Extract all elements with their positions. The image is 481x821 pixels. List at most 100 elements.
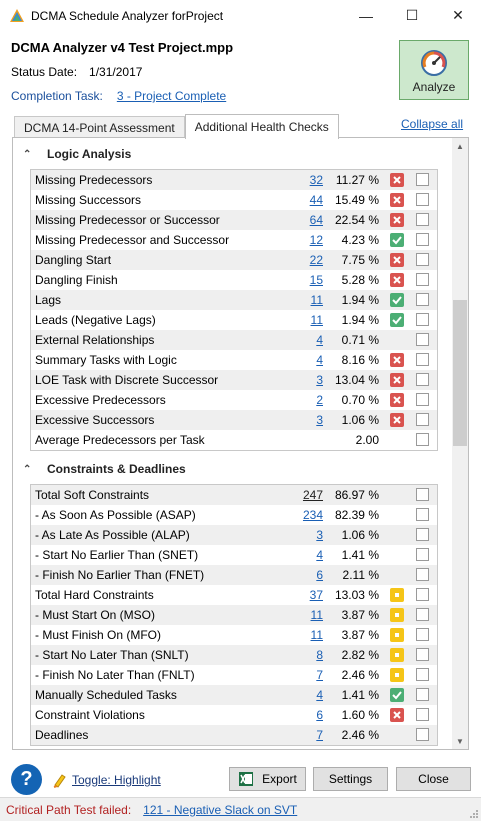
scroll-thumb[interactable] (453, 300, 467, 446)
row-checkbox[interactable] (416, 293, 429, 306)
row-count-link[interactable]: 11 (310, 313, 323, 327)
row-count-link[interactable]: 7 (316, 728, 323, 742)
tab-additional-health-checks[interactable]: Additional Health Checks (184, 114, 339, 139)
export-button[interactable]: Export (229, 767, 306, 791)
fail-x-icon (390, 353, 404, 367)
row-percent: 2.46 % (341, 668, 379, 682)
scroll-down-arrow-icon[interactable]: ▼ (456, 736, 464, 746)
row-checkbox[interactable] (416, 488, 429, 501)
row-count-link[interactable]: 3 (316, 373, 323, 387)
row-count-link[interactable]: 3 (316, 413, 323, 427)
row-count-link[interactable]: 15 (309, 273, 323, 287)
row-checkbox[interactable] (416, 233, 429, 246)
tab-dcma-14-point[interactable]: DCMA 14-Point Assessment (14, 116, 185, 139)
scroll-up-arrow-icon[interactable]: ▲ (456, 141, 464, 151)
row-checkbox[interactable] (416, 548, 429, 561)
row-checkbox[interactable] (416, 508, 429, 521)
row-checkbox[interactable] (416, 588, 429, 601)
table-row: Missing Predecessor or Successor 64 22.54 … (31, 210, 437, 230)
row-count-link[interactable]: 6 (316, 708, 323, 722)
row-percent: 1.06 % (341, 413, 379, 427)
row-checkbox[interactable] (416, 688, 429, 701)
row-checkbox[interactable] (416, 728, 429, 741)
row-checkbox[interactable] (416, 353, 429, 366)
row-count-link[interactable]: 11 (310, 608, 323, 622)
row-count-link[interactable]: 11 (310, 293, 323, 307)
row-checkbox[interactable] (416, 253, 429, 266)
row-name: Summary Tasks with Logic (35, 353, 177, 367)
warning-icon (390, 668, 404, 682)
resize-grip-icon[interactable] (469, 809, 479, 819)
row-count-link[interactable]: 4 (316, 353, 323, 367)
row-checkbox[interactable] (416, 213, 429, 226)
row-count-link[interactable]: 7 (316, 668, 323, 682)
row-count-link[interactable]: 44 (309, 193, 323, 207)
help-icon[interactable]: ? (11, 764, 42, 795)
row-count-link[interactable]: 4 (316, 548, 323, 562)
row-checkbox[interactable] (416, 668, 429, 681)
row-count-link[interactable]: 64 (309, 213, 323, 227)
table-row: Dangling Start 22 7.75 % (31, 250, 437, 270)
row-count-link[interactable]: 247 (302, 488, 323, 502)
row-percent: 3.87 % (341, 608, 379, 622)
row-name: Missing Successors (35, 193, 142, 207)
row-count-link[interactable]: 6 (316, 568, 323, 582)
settings-button[interactable]: Settings (313, 767, 388, 791)
row-checkbox[interactable] (416, 413, 429, 426)
collapse-all-link[interactable]: Collapse all (401, 117, 464, 131)
row-checkbox[interactable] (416, 608, 429, 621)
row-count-link[interactable]: 37 (309, 588, 323, 602)
row-count-link[interactable]: 234 (302, 508, 323, 522)
row-checkbox[interactable] (416, 173, 429, 186)
toggle-highlight[interactable]: Toggle: Highlight (52, 772, 161, 788)
row-count-link[interactable]: 22 (309, 253, 323, 267)
row-count-link[interactable]: 8 (316, 648, 323, 662)
row-checkbox[interactable] (416, 273, 429, 286)
analyze-button[interactable]: Analyze (399, 40, 469, 100)
row-percent: 2.11 % (342, 568, 379, 582)
row-checkbox[interactable] (416, 528, 429, 541)
constraints-table: Total Soft Constraints 247 86.97 % - As Soo… (30, 484, 438, 746)
row-checkbox[interactable] (416, 433, 429, 446)
row-percent: 0.70 % (341, 393, 379, 407)
row-count-link[interactable]: 11 (310, 628, 323, 642)
row-checkbox[interactable] (416, 373, 429, 386)
row-count-link[interactable]: 3 (316, 528, 323, 542)
minimize-button[interactable]: — (343, 0, 389, 31)
close-window-button[interactable]: ✕ (435, 0, 481, 31)
vertical-scrollbar[interactable]: ▲ ▼ (452, 138, 468, 749)
row-percent: 2.00 (355, 433, 379, 447)
row-percent: 1.41 % (341, 548, 379, 562)
row-count-link[interactable]: 4 (316, 688, 323, 702)
row-checkbox[interactable] (416, 193, 429, 206)
constraints-section-header[interactable]: ⌃ Constraints & Deadlines (23, 462, 186, 476)
status-link[interactable]: 121 - Negative Slack on SVT (143, 802, 298, 817)
row-count-link[interactable]: 12 (309, 233, 323, 247)
row-count-link[interactable]: 4 (316, 333, 323, 347)
row-name: - Finish No Earlier Than (FNET) (35, 568, 205, 582)
row-checkbox[interactable] (416, 628, 429, 641)
row-count-link[interactable]: 2 (316, 393, 323, 407)
close-button[interactable]: Close (396, 767, 471, 791)
row-name: Excessive Successors (35, 413, 155, 427)
row-count-link[interactable]: 32 (309, 173, 323, 187)
table-row: Lags 11 1.94 % (31, 290, 437, 310)
minimize-icon: — (359, 7, 373, 24)
logic-section-header[interactable]: ⌃ Logic Analysis (23, 147, 131, 161)
row-checkbox[interactable] (416, 568, 429, 581)
completion-task-link[interactable]: 3 - Project Complete (116, 89, 227, 103)
table-row: External Relationships 4 0.71 % (31, 330, 437, 350)
row-percent: 1.41 % (341, 688, 379, 702)
row-checkbox[interactable] (416, 708, 429, 721)
row-checkbox[interactable] (416, 333, 429, 346)
row-checkbox[interactable] (416, 313, 429, 326)
toggle-highlight-label[interactable]: Toggle: Highlight (72, 773, 161, 787)
row-checkbox[interactable] (416, 393, 429, 406)
maximize-button[interactable]: ☐ (389, 0, 435, 31)
excel-icon (239, 772, 254, 786)
row-checkbox[interactable] (416, 648, 429, 661)
row-percent: 3.87 % (341, 628, 379, 642)
row-name: - Start No Earlier Than (SNET) (35, 548, 199, 562)
table-row: Leads (Negative Lags) 11 1.94 % (31, 310, 437, 330)
status-date-label: Status Date: (11, 65, 78, 79)
